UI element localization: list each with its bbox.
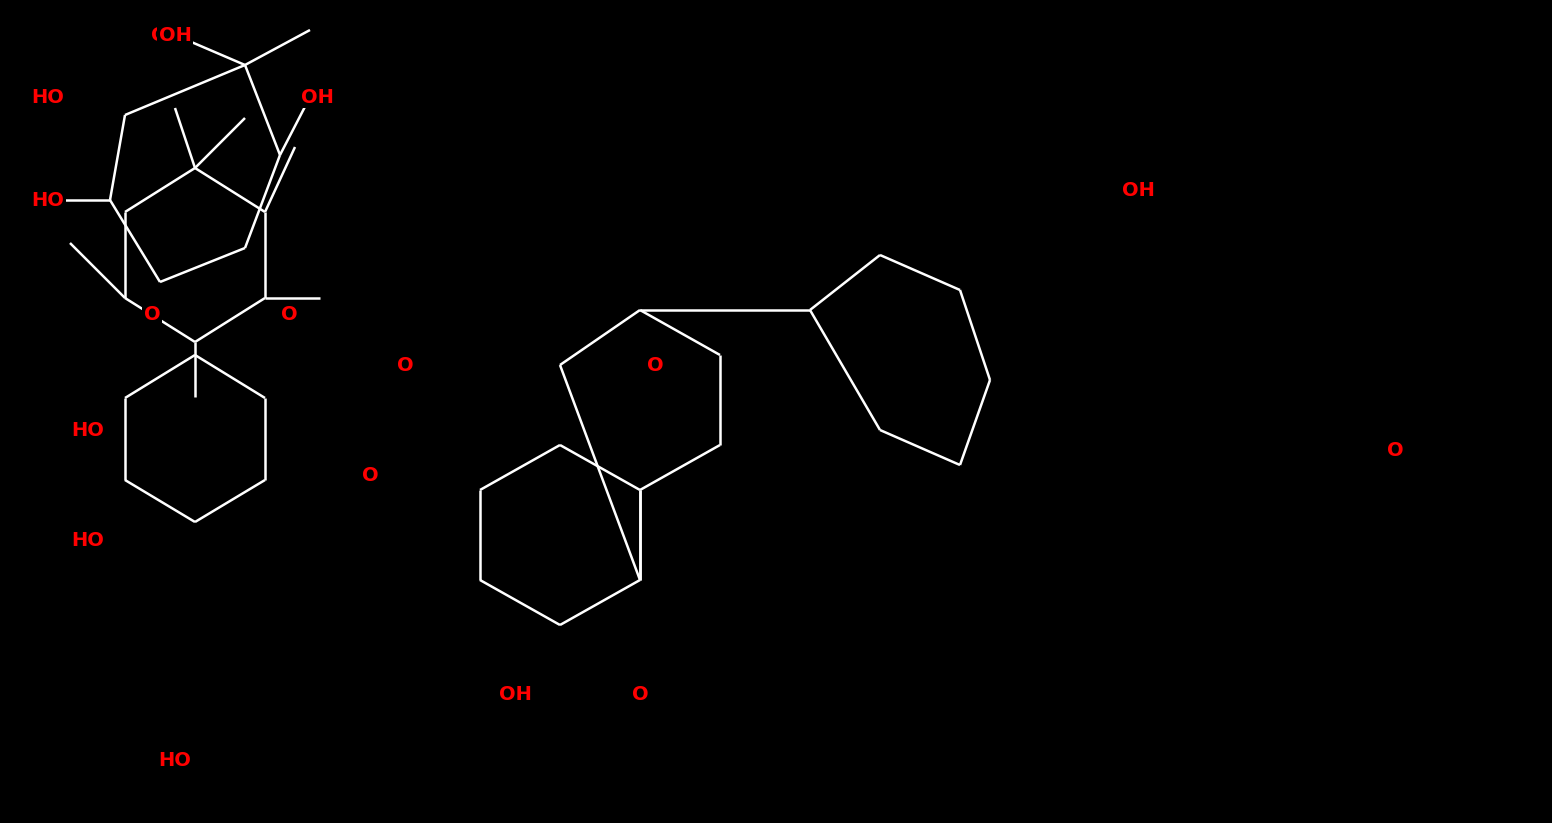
Text: OH: OH bbox=[1122, 180, 1155, 199]
Text: O: O bbox=[397, 356, 413, 374]
Text: O: O bbox=[1386, 440, 1403, 459]
Text: O: O bbox=[281, 305, 298, 323]
Text: O: O bbox=[144, 305, 160, 323]
Text: OH: OH bbox=[301, 87, 334, 106]
Text: OH: OH bbox=[158, 26, 191, 44]
Text: HO: HO bbox=[71, 421, 104, 439]
Text: OH: OH bbox=[498, 686, 531, 704]
Text: O: O bbox=[632, 686, 649, 704]
Text: HO: HO bbox=[31, 87, 65, 106]
Text: O: O bbox=[647, 356, 663, 374]
Text: HO: HO bbox=[71, 531, 104, 550]
Text: OH: OH bbox=[151, 26, 183, 44]
Text: HO: HO bbox=[31, 190, 65, 210]
Text: O: O bbox=[362, 466, 379, 485]
Text: HO: HO bbox=[158, 751, 191, 770]
Text: OH: OH bbox=[301, 87, 334, 106]
